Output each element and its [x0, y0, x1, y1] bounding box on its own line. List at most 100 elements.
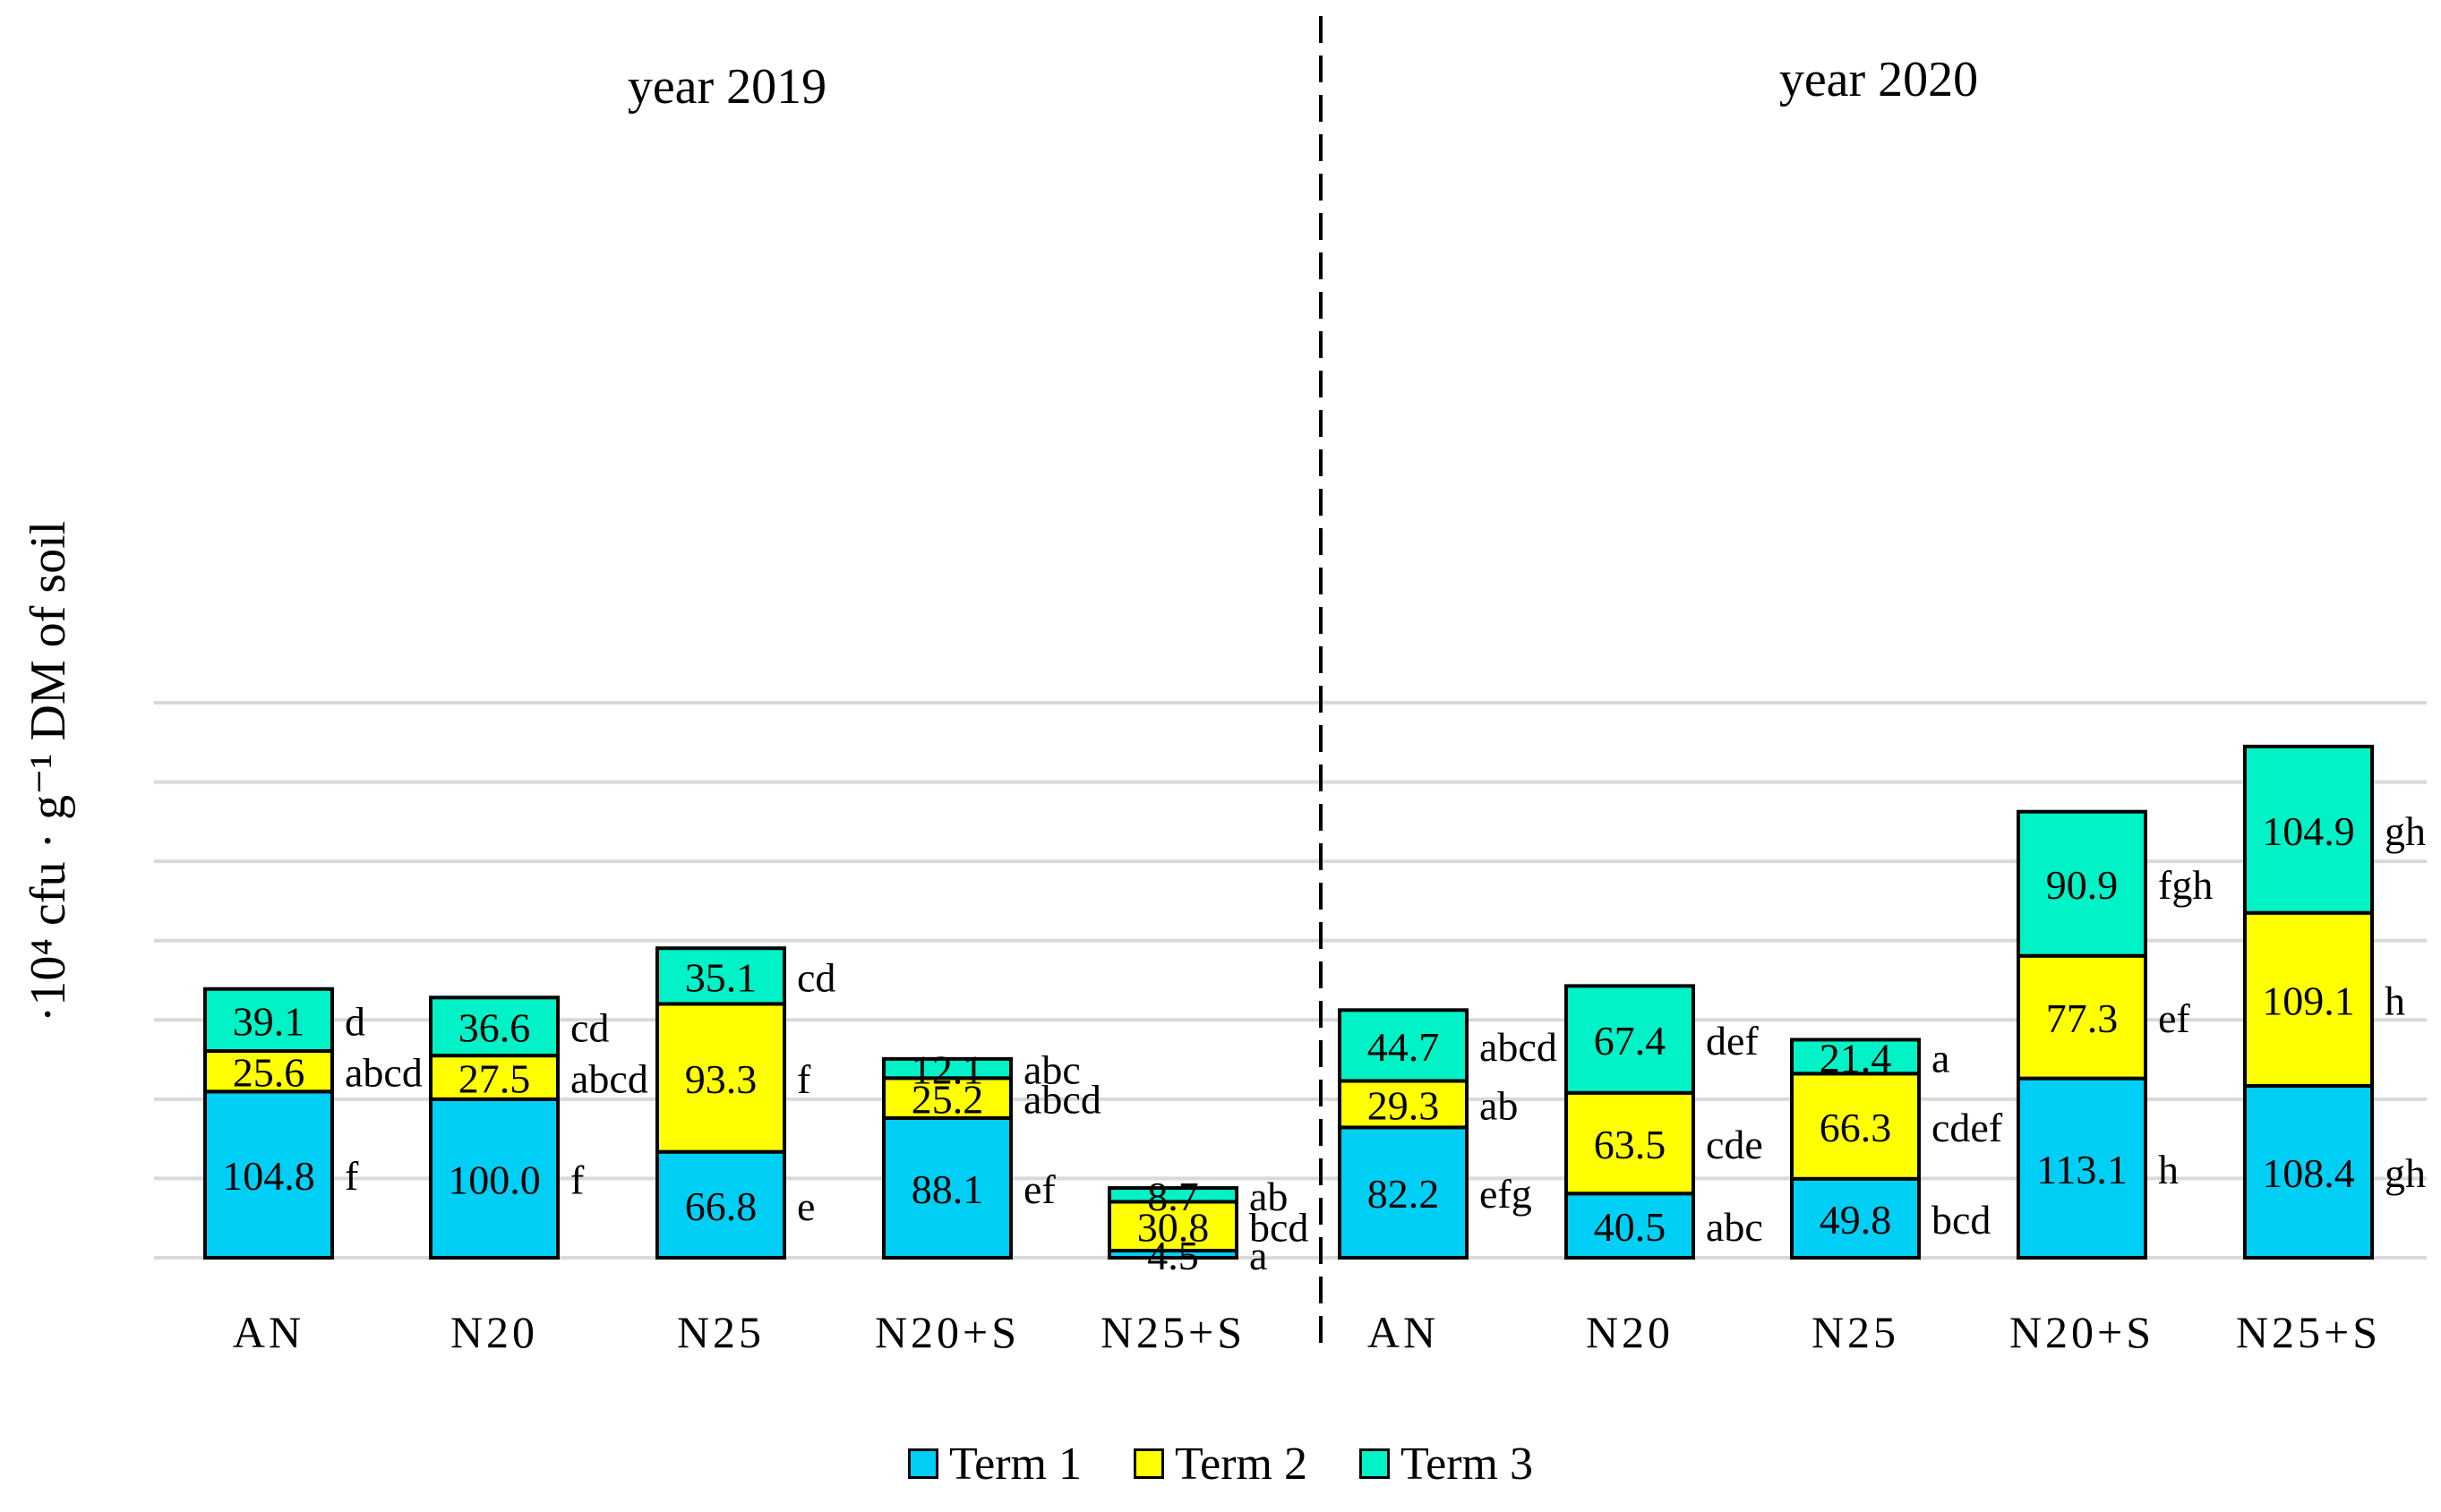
significance-letter: h [2385, 978, 2405, 1023]
value-label: 4.5 [1147, 1233, 1199, 1278]
bar-segment-term2 [882, 1076, 1013, 1120]
value-label: 104.9 [2262, 808, 2355, 854]
significance-letter: abc [1024, 1047, 1081, 1093]
legend-label-term2: Term 2 [1175, 1438, 1307, 1490]
value-label: 8.7 [1147, 1174, 1199, 1219]
bar-segment-term1 [203, 1089, 334, 1260]
bar-segment-term3 [655, 946, 786, 1006]
bar-segment-term1 [1564, 1192, 1695, 1260]
x-tick-label: N20+S [2009, 1307, 2154, 1357]
significance-letter: bcd [1249, 1205, 1308, 1251]
bar-segment-term3 [882, 1056, 1013, 1081]
legend-swatch-term1 [908, 1448, 939, 1479]
x-tick-label: N20 [1586, 1307, 1674, 1357]
legend: Term 1 Term 2 Term 3 [0, 1432, 2441, 1495]
bar-segment-term1 [2017, 1076, 2147, 1260]
bar-segment-term2 [655, 1002, 786, 1154]
bar-segment-term2 [203, 1049, 334, 1094]
significance-letter: ab [1479, 1082, 1518, 1128]
bar-segment-term2 [1338, 1079, 1469, 1130]
value-label: 109.1 [2262, 978, 2355, 1023]
bar-segment-term1 [882, 1115, 1013, 1260]
significance-letter: f [570, 1157, 585, 1202]
significance-letter: cd [570, 1005, 609, 1051]
bar-segment-term3 [1790, 1038, 1921, 1076]
value-label: 88.1 [912, 1166, 984, 1212]
significance-letter: e [797, 1183, 815, 1229]
legend-label-term1: Term 1 [949, 1438, 1082, 1490]
bar-segment-term3 [429, 995, 560, 1058]
value-label: 27.5 [458, 1056, 531, 1102]
x-tick-label: AN [1367, 1307, 1439, 1357]
group-title-2020: year 2020 [1779, 52, 1978, 107]
significance-letter: cde [1706, 1122, 1763, 1167]
significance-letter: h [2158, 1147, 2179, 1192]
significance-letter: cdef [1931, 1105, 2003, 1150]
bar-segment-term3 [1338, 1008, 1469, 1083]
value-label: 49.8 [1820, 1197, 1892, 1243]
significance-letter: abc [1706, 1204, 1763, 1250]
significance-letter: gh [2385, 808, 2426, 854]
bar-segment-term2 [1790, 1072, 1921, 1181]
bar-segment-term3 [2243, 744, 2374, 915]
value-label: 44.7 [1367, 1024, 1440, 1070]
significance-letter: bcd [1931, 1197, 1991, 1243]
value-label: 25.6 [233, 1050, 305, 1096]
value-label: 108.4 [2262, 1150, 2355, 1196]
significance-letter: d [345, 998, 365, 1044]
y-axis-label: ·10⁴ cfu · g⁻¹ DM of soil [21, 521, 76, 1022]
significance-letter: gh [2385, 1150, 2426, 1196]
bar-segment-term1 [1790, 1176, 1921, 1260]
value-label: 25.2 [912, 1077, 984, 1123]
bar-segment-term3 [2017, 809, 2147, 958]
value-label: 39.1 [233, 998, 305, 1044]
value-label: 63.5 [1594, 1122, 1666, 1167]
significance-letter: a [1931, 1035, 1949, 1081]
significance-letter: cd [797, 954, 835, 1000]
value-label: 67.4 [1594, 1018, 1666, 1064]
significance-letter: abcd [1024, 1077, 1101, 1123]
x-tick-label: N25+S [2236, 1307, 2381, 1357]
bar-segment-term2 [2017, 953, 2147, 1081]
significance-letter: a [1249, 1233, 1267, 1278]
value-label: 90.9 [2046, 862, 2119, 908]
value-label: 100.0 [448, 1157, 541, 1202]
bar-segment-term3 [1564, 984, 1695, 1095]
significance-letter: ef [1024, 1166, 1056, 1212]
significance-letter: ef [2158, 995, 2190, 1041]
value-label: 30.8 [1137, 1205, 1210, 1251]
value-label: 82.2 [1367, 1171, 1440, 1217]
significance-letter: ab [1249, 1174, 1288, 1219]
significance-letter: fgh [2158, 862, 2213, 908]
value-label: 12.1 [912, 1047, 984, 1093]
value-label: 40.5 [1594, 1204, 1666, 1250]
legend-swatch-term2 [1134, 1448, 1164, 1479]
significance-letter: abcd [570, 1056, 648, 1102]
bar-segment-term3 [203, 987, 334, 1054]
legend-item-term1: Term 1 [908, 1438, 1082, 1491]
value-label: 29.3 [1367, 1082, 1440, 1128]
value-label: 35.1 [685, 954, 758, 1000]
significance-letter: abcd [1479, 1024, 1557, 1070]
legend-swatch-term3 [1358, 1448, 1390, 1479]
significance-letter: efg [1479, 1171, 1532, 1217]
value-label: 36.6 [458, 1005, 531, 1051]
value-label: 66.3 [1820, 1105, 1892, 1150]
significance-letter: def [1706, 1018, 1759, 1064]
significance-letter: abcd [345, 1050, 423, 1096]
value-label: 113.1 [2036, 1147, 2128, 1192]
x-tick-label: N25 [1811, 1307, 1899, 1357]
x-tick-label: N20 [450, 1307, 538, 1357]
significance-letter: f [797, 1056, 811, 1102]
value-label: 93.3 [685, 1056, 758, 1102]
value-label: 66.8 [685, 1183, 758, 1229]
bar-segment-term2 [2243, 910, 2374, 1088]
value-label: 21.4 [1820, 1035, 1892, 1081]
bar-segment-term1 [1338, 1125, 1469, 1260]
x-tick-label: N25 [677, 1307, 765, 1357]
bar-segment-term3 [1108, 1186, 1238, 1204]
x-tick-label: AN [233, 1307, 304, 1357]
value-label: 77.3 [2046, 995, 2119, 1041]
x-tick-label: N20+S [875, 1307, 1020, 1357]
